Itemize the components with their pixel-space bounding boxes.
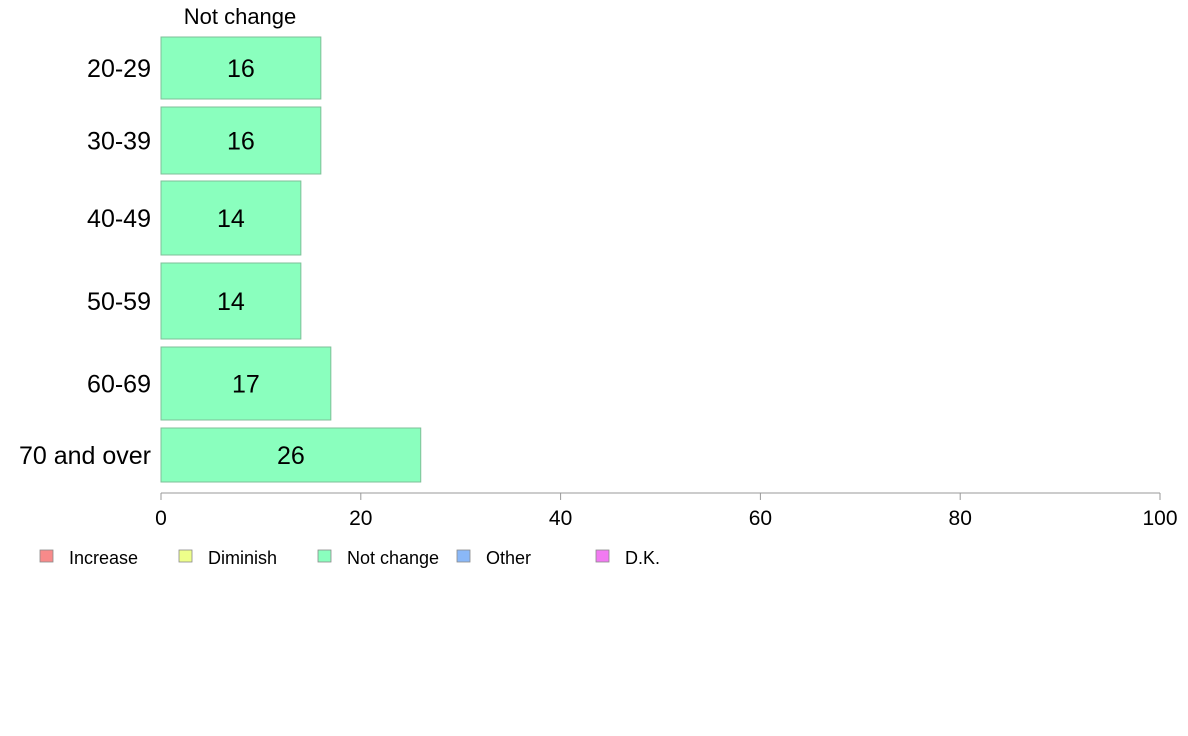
data-label: 16 bbox=[227, 128, 255, 156]
x-tick-label: 60 bbox=[749, 507, 772, 530]
category-label: 50-59 bbox=[87, 288, 151, 316]
legend: Increase Diminish Not change Other D.K. bbox=[39, 548, 660, 568]
bar-60-69 bbox=[160, 346, 332, 421]
category-label: 60-69 bbox=[87, 371, 151, 399]
legend-swatch bbox=[39, 549, 54, 563]
x-tick-label: 0 bbox=[155, 507, 167, 530]
category-label: 30-39 bbox=[87, 128, 151, 156]
legend-swatch bbox=[595, 549, 610, 563]
legend-swatch bbox=[317, 549, 332, 563]
category-label: 40-49 bbox=[87, 205, 151, 233]
category-label: 20-29 bbox=[87, 55, 151, 83]
data-label: 26 bbox=[277, 442, 305, 470]
legend-label: Diminish bbox=[208, 548, 277, 568]
x-tick-label: 100 bbox=[1142, 507, 1177, 530]
data-label: 14 bbox=[217, 288, 245, 316]
legend-label: Increase bbox=[69, 548, 138, 568]
category-labels: 20-29 30-39 40-49 50-59 60-69 70 and over bbox=[19, 55, 151, 470]
x-tick-label: 20 bbox=[349, 507, 372, 530]
bar-20-29 bbox=[160, 36, 322, 100]
bar-40-49 bbox=[160, 180, 302, 256]
legend-label: Other bbox=[486, 548, 531, 568]
bars-group: 16 16 14 14 17 26 bbox=[160, 36, 422, 483]
series-header: Not change bbox=[184, 4, 297, 29]
legend-label: Not change bbox=[347, 548, 439, 568]
bar-70-and-over bbox=[160, 427, 422, 483]
bar-30-39 bbox=[160, 106, 322, 175]
x-axis: 0 20 40 60 80 100 bbox=[155, 492, 1178, 530]
legend-swatch bbox=[178, 549, 193, 563]
data-label: 16 bbox=[227, 55, 255, 83]
x-tick-label: 80 bbox=[949, 507, 972, 530]
data-label: 14 bbox=[217, 205, 245, 233]
category-label: 70 and over bbox=[19, 442, 151, 470]
x-tick-label: 40 bbox=[549, 507, 572, 530]
bar-50-59 bbox=[160, 262, 302, 340]
legend-swatch bbox=[456, 549, 471, 563]
data-label: 17 bbox=[232, 371, 260, 399]
legend-label: D.K. bbox=[625, 548, 660, 568]
